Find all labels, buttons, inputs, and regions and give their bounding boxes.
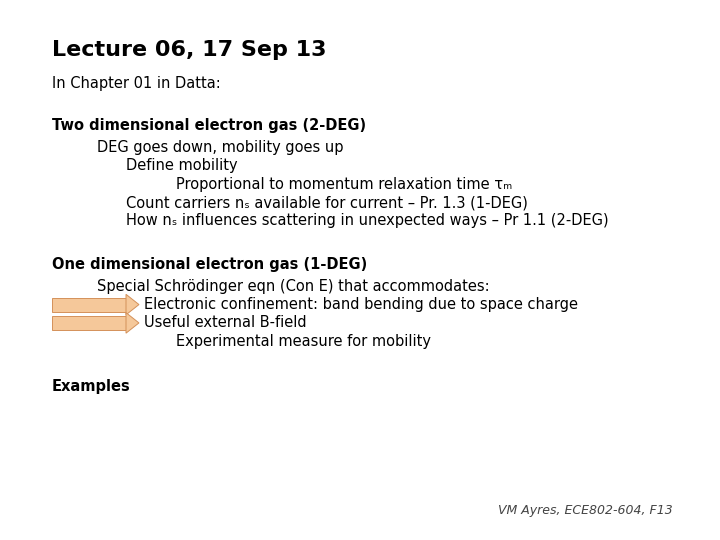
Text: How nₛ influences scattering in unexpected ways – Pr 1.1 (2-DEG): How nₛ influences scattering in unexpect…: [126, 213, 608, 228]
Text: Examples: Examples: [52, 379, 130, 394]
Text: Two dimensional electron gas (2-DEG): Two dimensional electron gas (2-DEG): [52, 118, 366, 133]
Text: Count carriers nₛ available for current – Pr. 1.3 (1-DEG): Count carriers nₛ available for current …: [126, 195, 528, 210]
Text: VM Ayres, ECE802-604, F13: VM Ayres, ECE802-604, F13: [498, 504, 673, 517]
Text: Special Schrödinger eqn (Con E) that accommodates:: Special Schrödinger eqn (Con E) that acc…: [97, 279, 490, 294]
Text: Define mobility: Define mobility: [126, 158, 238, 173]
Text: Proportional to momentum relaxation time τₘ: Proportional to momentum relaxation time…: [176, 177, 513, 192]
Text: Useful external B-field: Useful external B-field: [144, 315, 307, 330]
Text: DEG goes down, mobility goes up: DEG goes down, mobility goes up: [97, 140, 343, 155]
Text: Electronic confinement: band bending due to space charge: Electronic confinement: band bending due…: [144, 297, 578, 312]
Text: In Chapter 01 in Datta:: In Chapter 01 in Datta:: [52, 76, 220, 91]
Text: Lecture 06, 17 Sep 13: Lecture 06, 17 Sep 13: [52, 40, 326, 60]
Text: Experimental measure for mobility: Experimental measure for mobility: [176, 334, 431, 349]
Text: One dimensional electron gas (1-DEG): One dimensional electron gas (1-DEG): [52, 257, 367, 272]
